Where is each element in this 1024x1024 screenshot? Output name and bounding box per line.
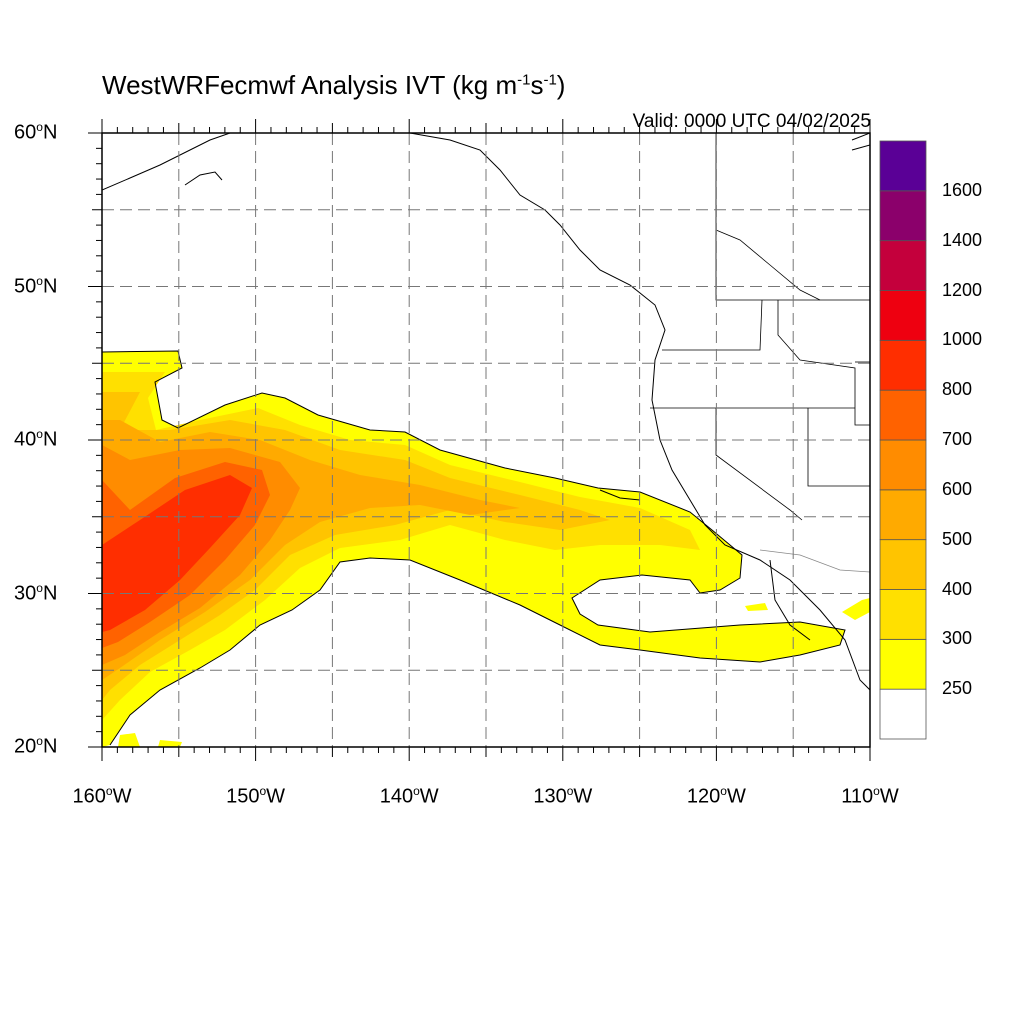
ivt-patch-hawaii — [118, 733, 182, 747]
colorbar-level-label: 600 — [942, 478, 973, 499]
colorbar-level-label: 1000 — [942, 329, 983, 350]
lon-label: 130oW — [533, 784, 593, 808]
colorbar-swatch — [879, 339, 927, 391]
colorbar-swatch — [879, 638, 927, 690]
colorbar — [879, 140, 927, 740]
graticule — [102, 133, 870, 747]
colorbar-swatch — [879, 290, 927, 341]
ivt-patch-mexico — [745, 598, 870, 620]
colorbar-level-label: 300 — [942, 628, 973, 649]
colorbar-swatch — [879, 140, 927, 192]
colorbar-swatch — [879, 688, 927, 740]
colorbar-swatch — [879, 539, 927, 590]
colorbar-swatch — [879, 389, 927, 441]
colorbar-swatch — [879, 190, 927, 242]
chart-title: WestWRFecmwf Analysis IVT (kg m-1s-1) — [102, 70, 566, 100]
colorbar-level-label: 1600 — [942, 179, 983, 200]
colorbar-level-label: 800 — [942, 379, 973, 400]
lat-label: 60oN — [14, 120, 58, 144]
valid-time-label: Valid: 0000 UTC 04/02/2025 — [632, 111, 871, 132]
colorbar-level-label: 400 — [942, 578, 973, 599]
colorbar-swatch — [879, 439, 927, 491]
lat-label: 50oN — [14, 273, 58, 298]
colorbar-swatch — [879, 240, 927, 291]
lat-label: 30oN — [14, 580, 58, 605]
lon-label: 110oW — [841, 784, 899, 808]
lon-label: 160oW — [72, 784, 132, 808]
lat-label: 20oN — [14, 734, 58, 758]
lon-label: 150oW — [226, 784, 286, 808]
colorbar-level-label: 1400 — [942, 229, 983, 250]
state-borders — [650, 133, 870, 573]
colorbar-level-label: 250 — [942, 678, 973, 699]
colorbar-swatch — [879, 589, 927, 640]
lon-label: 140oW — [379, 784, 439, 808]
lat-label: 40oN — [14, 427, 58, 451]
colorbar-level-label: 500 — [942, 528, 973, 549]
coastlines — [102, 133, 870, 691]
colorbar-swatch — [879, 489, 927, 541]
lon-label: 120oW — [686, 784, 746, 808]
ivt-shading — [102, 351, 870, 747]
ivt-contour-800 — [102, 475, 252, 632]
colorbar-level-label: 1200 — [942, 279, 983, 300]
ivt-outline — [102, 350, 846, 746]
axis-ticks — [88, 119, 871, 761]
colorbar-level-label: 700 — [942, 429, 973, 449]
